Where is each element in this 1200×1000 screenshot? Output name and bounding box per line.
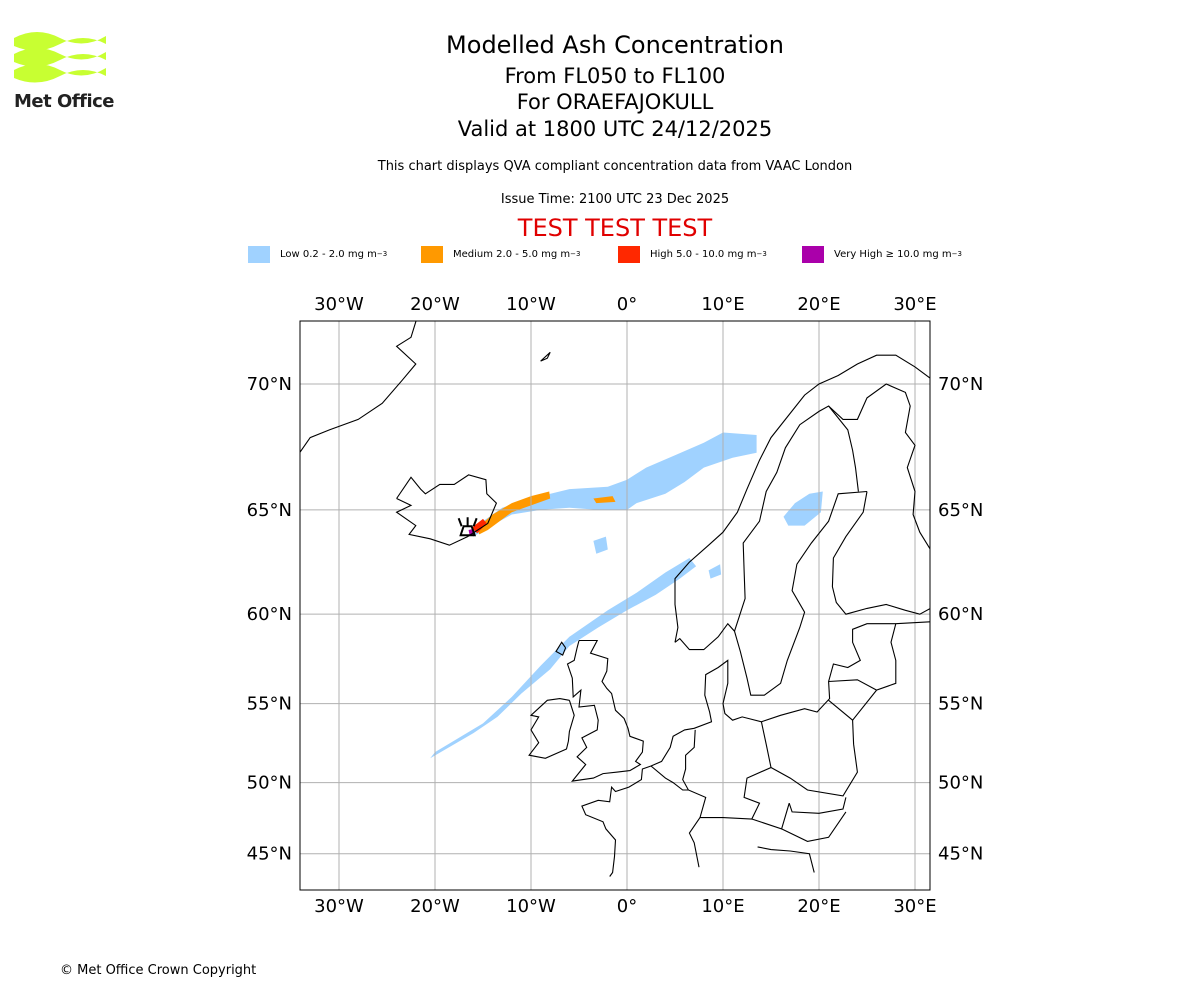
- lon-tick-label-bottom: 0°: [617, 896, 637, 917]
- coastline: [674, 354, 930, 643]
- lon-tick-label-bottom: 10°E: [701, 896, 744, 917]
- legend-unit-exp: −3: [756, 250, 767, 258]
- legend-label: Low 0.2 - 2.0 mg m: [280, 248, 377, 260]
- ash-region-low: [593, 536, 608, 554]
- logo-waves-icon: [14, 32, 106, 83]
- logo-text: Met Office: [14, 91, 115, 112]
- coastline: [828, 405, 859, 492]
- legend-label: High 5.0 - 10.0 mg m: [650, 248, 757, 260]
- lat-tick-label-left: 45°N: [247, 844, 292, 865]
- lat-tick-label-right: 55°N: [938, 694, 983, 715]
- flight-levels: From FL050 to FL100: [504, 64, 726, 88]
- lat-tick-label-right: 70°N: [938, 374, 983, 395]
- coastline: [682, 729, 707, 818]
- lat-tick-label-left: 60°N: [247, 604, 292, 625]
- ash-region-medium: [593, 496, 616, 504]
- coastline: [828, 679, 877, 691]
- lon-tick-label-top: 30°W: [314, 294, 364, 315]
- lon-tick-label-bottom: 30°E: [893, 896, 936, 917]
- coastline: [781, 811, 847, 842]
- coastline: [831, 491, 930, 615]
- lon-tick-label-bottom: 20°E: [797, 896, 840, 917]
- ash-region-low: [708, 564, 722, 579]
- lon-tick-label-top: 10°W: [506, 294, 556, 315]
- legend-label: Medium 2.0 - 5.0 mg m: [453, 248, 571, 260]
- coastlines: [300, 321, 930, 877]
- lon-tick-label-top: 0°: [617, 294, 637, 315]
- lon-tick-label-bottom: 10°W: [506, 896, 556, 917]
- legend-swatch: [421, 245, 443, 263]
- coastline: [528, 698, 575, 759]
- copyright: © Met Office Crown Copyright: [60, 963, 257, 978]
- issue-time: Issue Time: 2100 UTC 23 Dec 2025: [500, 192, 730, 207]
- lat-tick-label-left: 70°N: [247, 374, 292, 395]
- coastline: [650, 765, 689, 791]
- ash-region-low: [430, 558, 697, 759]
- volcano-icon: [457, 517, 478, 537]
- volcano-marker: [457, 517, 478, 537]
- lat-tick-label-left: 65°N: [247, 500, 292, 521]
- legend-unit-exp: −3: [376, 250, 388, 258]
- legend-unit-exp: −3: [570, 250, 581, 258]
- coastline: [757, 846, 815, 873]
- lon-tick-label-top: 30°E: [893, 294, 936, 315]
- legend-swatch: [618, 245, 640, 263]
- lat-tick-label-right: 60°N: [938, 604, 983, 625]
- legend-unit-exp: −3: [951, 250, 962, 258]
- legend-item-medium: Medium 2.0 - 5.0 mg m −3: [421, 245, 580, 263]
- lon-tick-label-top: 20°E: [797, 294, 840, 315]
- chart-description: This chart displays QVA compliant concen…: [377, 159, 853, 174]
- ash-region-medium: [477, 491, 551, 535]
- lat-tick-label-left: 50°N: [247, 773, 292, 794]
- met-office-logo: [14, 32, 106, 83]
- legend-swatch: [802, 245, 824, 263]
- coastline: [688, 721, 772, 868]
- lat-tick-label-right: 65°N: [938, 500, 983, 521]
- ash-region-high: [471, 518, 487, 534]
- valid-time: Valid at 1800 UTC 24/12/2025: [457, 117, 773, 141]
- legend-item-high: High 5.0 - 10.0 mg m −3: [618, 245, 767, 263]
- coastline: [566, 639, 644, 782]
- coastline: [852, 623, 897, 721]
- lat-tick-label-left: 55°N: [247, 694, 292, 715]
- coastline: [770, 699, 858, 797]
- coastline: [395, 474, 498, 546]
- coastline: [733, 383, 930, 632]
- ash-region-low: [783, 491, 823, 526]
- test-banner: TEST TEST TEST: [517, 214, 713, 242]
- legend-item-low: Low 0.2 - 2.0 mg m −3: [248, 245, 387, 263]
- lon-tick-label-top: 20°W: [410, 294, 460, 315]
- coastline: [555, 641, 567, 656]
- coastline: [674, 490, 868, 696]
- legend-label: Very High ≥ 10.0 mg m: [834, 248, 952, 260]
- legend-swatch: [248, 245, 270, 263]
- ash-layer: [430, 432, 823, 759]
- lon-tick-label-bottom: 30°W: [314, 896, 364, 917]
- coastline: [581, 621, 930, 877]
- lon-tick-label-bottom: 20°W: [410, 896, 460, 917]
- chart-title: Modelled Ash Concentration: [446, 31, 784, 59]
- map-frame: [299, 320, 931, 891]
- coastline: [540, 351, 551, 362]
- coastline: [788, 797, 847, 814]
- lat-tick-label-right: 45°N: [938, 844, 983, 865]
- lon-tick-label-top: 10°E: [701, 294, 744, 315]
- volcano-name: For ORAEFAJOKULL: [516, 90, 714, 114]
- coastline: [300, 321, 417, 454]
- graticule: [300, 321, 930, 890]
- ash-region-low: [470, 432, 757, 537]
- legend-item-very-high: Very High ≥ 10.0 mg m −3: [802, 245, 962, 263]
- lat-tick-label-right: 50°N: [938, 773, 983, 794]
